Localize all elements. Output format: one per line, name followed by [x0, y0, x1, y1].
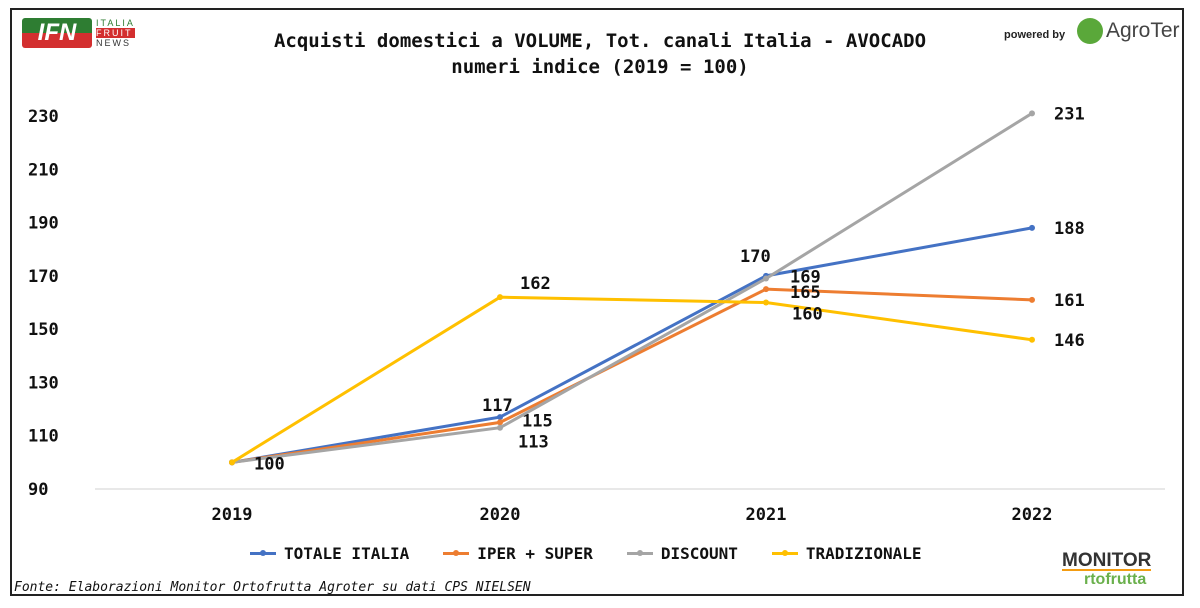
- title-text: Acquisti domestici a VOLUME, Tot. canali…: [273, 30, 927, 52]
- data-label: 162: [520, 274, 551, 294]
- legend-item: IPER + SUPER: [443, 544, 593, 563]
- y-tick-label: 230: [28, 107, 59, 127]
- legend-label: DISCOUNT: [660, 544, 738, 563]
- y-tick-label: 130: [28, 373, 59, 393]
- data-point: [1029, 336, 1035, 343]
- data-label: 165: [790, 283, 821, 303]
- x-tick-label: 2022: [1012, 505, 1053, 525]
- data-label: 115: [522, 411, 553, 431]
- chart-frame: [10, 8, 1184, 596]
- data-point: [497, 414, 503, 421]
- y-tick-label: 90: [28, 480, 48, 500]
- data-point: [497, 419, 503, 426]
- legend: TOTALE ITALIA IPER + SUPER DISCOUNT TRADIZI…: [250, 544, 955, 563]
- data-point: [1029, 296, 1035, 303]
- x-tick-label: 2020: [480, 505, 521, 525]
- data-label: 170: [740, 247, 771, 267]
- ifn-logo: IFN ITALIA FRUIT NEWS: [22, 18, 135, 48]
- data-point: [763, 275, 769, 282]
- tree-icon: [1077, 18, 1103, 44]
- data-label: 100: [254, 454, 285, 474]
- chart-title: Acquisti domestici a VOLUME, Tot. canali…: [200, 28, 1000, 80]
- data-point: [1029, 224, 1035, 231]
- y-tick-label: 210: [28, 160, 59, 180]
- series-line-2: [231, 112, 1033, 464]
- data-label: 113: [518, 433, 549, 453]
- source-note: Fonte: Elaborazioni Monitor Ortofrutta A…: [14, 580, 531, 595]
- series-line-0: [231, 226, 1033, 464]
- y-tick-label: 150: [28, 320, 59, 340]
- data-label: 161: [1054, 291, 1085, 311]
- subtitle-text: numeri indice (2019 = 100): [451, 56, 749, 78]
- data-label: 231: [1054, 104, 1085, 124]
- legend-swatch: [250, 550, 276, 556]
- legend-label: TOTALE ITALIA: [284, 544, 410, 563]
- series-line-1: [231, 287, 1033, 464]
- legend-item: TRADIZIONALE: [771, 544, 922, 563]
- data-point: [497, 424, 503, 431]
- data-label: 117: [482, 396, 513, 416]
- legend-label: IPER + SUPER: [477, 544, 593, 563]
- y-tick-label: 190: [28, 214, 59, 234]
- data-point: [763, 286, 769, 293]
- agroter-logo: AgroTer: [1077, 18, 1180, 44]
- legend-item: TOTALE ITALIA: [250, 544, 409, 563]
- legend-swatch: [771, 550, 798, 556]
- legend-swatch: [626, 550, 653, 556]
- x-tick-label: 2021: [746, 505, 787, 525]
- y-tick-label: 110: [28, 427, 59, 447]
- data-label: 146: [1054, 331, 1085, 351]
- data-point: [1029, 110, 1035, 117]
- data-point: [497, 294, 503, 301]
- series-line-3: [231, 295, 1033, 464]
- legend-label: TRADIZIONALE: [805, 544, 922, 563]
- monitor-ortofrutta-logo: MONITOR rtofrutta: [1062, 550, 1152, 588]
- data-point: [229, 459, 235, 466]
- legend-swatch: [443, 550, 470, 556]
- data-label: 169: [790, 268, 821, 288]
- y-tick-label: 170: [28, 267, 59, 287]
- powered-by-label: powered by: [1004, 29, 1066, 41]
- data-label: 188: [1054, 219, 1085, 239]
- legend-item: DISCOUNT: [626, 544, 738, 563]
- x-tick-label: 2019: [212, 505, 253, 525]
- data-point: [763, 299, 769, 306]
- data-label: 160: [792, 305, 823, 325]
